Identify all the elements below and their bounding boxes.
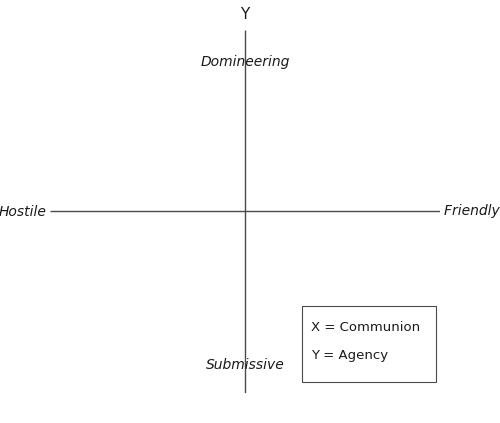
Text: Y: Y — [240, 7, 250, 22]
Text: Hostile: Hostile — [0, 204, 46, 219]
Text: Domineering: Domineering — [200, 55, 290, 69]
FancyBboxPatch shape — [302, 306, 436, 382]
Text: Y = Agency: Y = Agency — [312, 349, 388, 362]
Text: X = Communion: X = Communion — [312, 321, 420, 334]
Text: Submissive: Submissive — [206, 357, 284, 371]
Text: Friendly X: Friendly X — [444, 204, 500, 219]
